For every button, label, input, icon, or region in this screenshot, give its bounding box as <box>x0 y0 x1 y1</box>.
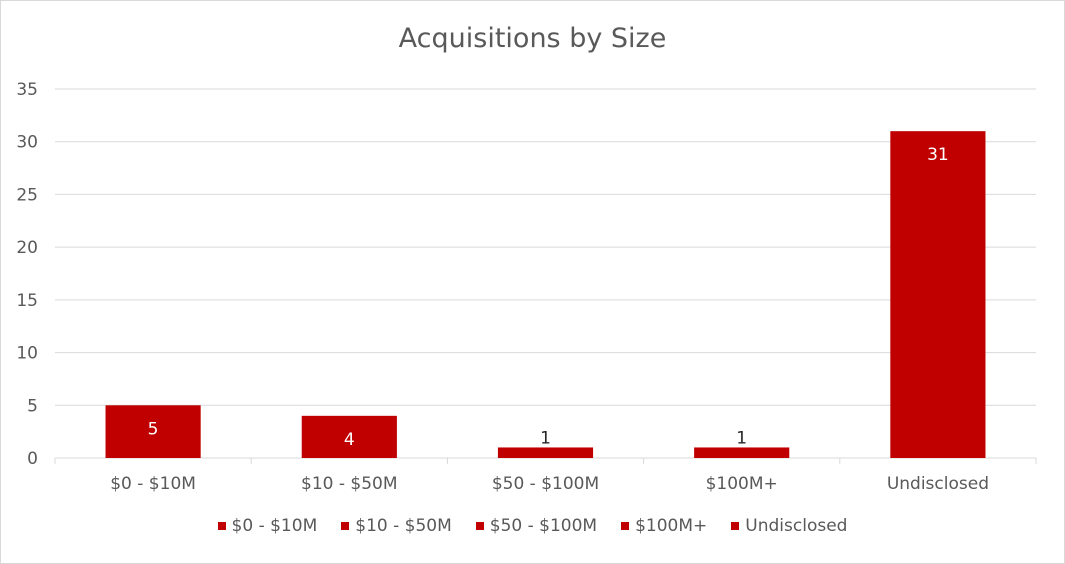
data-label: 31 <box>927 145 949 165</box>
data-label: 1 <box>736 428 747 448</box>
legend-label: $50 - $100M <box>489 516 598 536</box>
data-label: 1 <box>540 428 551 448</box>
legend-label: Undisclosed <box>745 516 848 536</box>
y-tick-label: 15 <box>16 291 38 311</box>
y-tick-label: 25 <box>16 185 38 205</box>
x-tick-label: $10 - $50M <box>301 474 398 494</box>
y-tick-label: 20 <box>16 238 38 258</box>
data-label: 4 <box>344 430 355 450</box>
legend-swatch <box>341 522 350 530</box>
chart-legend: $0 - $10M $10 - $50M $50 - $100M $100M+ Undi… <box>1 516 1064 536</box>
x-tick-label: $50 - $100M <box>492 474 599 494</box>
x-tick-label: $100M+ <box>706 474 778 494</box>
bar <box>497 447 594 458</box>
legend-swatch <box>217 522 226 530</box>
y-tick-label: 5 <box>27 396 38 416</box>
legend-label: $100M+ <box>635 516 708 536</box>
bar <box>301 415 397 458</box>
legend-swatch <box>621 522 630 530</box>
x-tick-label: $0 - $10M <box>110 474 196 494</box>
data-label: 5 <box>148 419 159 439</box>
legend-item: $0 - $10M <box>217 516 318 536</box>
y-tick-label: 0 <box>27 449 38 469</box>
bar <box>890 131 986 458</box>
legend-swatch <box>731 522 740 530</box>
bar <box>105 405 201 458</box>
legend-item: $50 - $100M <box>475 516 598 536</box>
chart-title: Acquisitions by Size <box>398 23 667 54</box>
legend-label: $0 - $10M <box>231 516 318 536</box>
x-tick-label: Undisclosed <box>887 474 989 494</box>
bar-chart-plot: 0 5 10 15 20 25 30 35 5 $0 - $10M 4 $10 - $50M 1 $50 … <box>16 80 1037 494</box>
y-tick-label: 30 <box>16 133 38 153</box>
bar <box>694 447 790 458</box>
legend-item: $100M+ <box>621 516 707 536</box>
y-tick-label: 35 <box>16 80 38 100</box>
legend-swatch <box>475 522 484 530</box>
legend-label: $10 - $50M <box>355 516 452 536</box>
legend-item: Undisclosed <box>731 516 847 536</box>
legend-item: $10 - $50M <box>341 516 452 536</box>
y-tick-label: 10 <box>16 344 38 364</box>
